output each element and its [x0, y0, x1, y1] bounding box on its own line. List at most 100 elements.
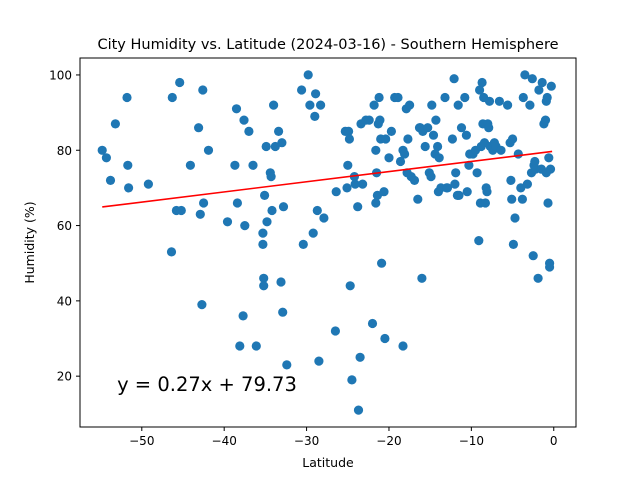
data-point	[522, 179, 533, 189]
data-point	[484, 96, 495, 106]
data-point	[374, 92, 384, 103]
data-point	[423, 123, 433, 133]
data-point	[506, 175, 516, 185]
data-point	[434, 153, 444, 163]
data-point	[534, 85, 544, 95]
data-point	[305, 100, 315, 110]
data-point	[442, 183, 453, 193]
data-point	[477, 77, 487, 88]
data-point	[195, 209, 205, 219]
regression-equation: y = 0.27x + 79.73	[117, 373, 297, 396]
data-point	[507, 194, 517, 204]
data-point	[167, 92, 177, 103]
data-point	[278, 307, 288, 317]
data-point	[508, 239, 518, 249]
data-point	[350, 179, 360, 189]
data-point	[298, 239, 308, 249]
data-point	[369, 100, 379, 110]
data-point	[276, 277, 286, 287]
data-point	[330, 326, 340, 336]
data-point	[375, 115, 385, 125]
x-axis-label: Latitude	[302, 455, 354, 470]
data-point	[377, 258, 387, 268]
data-point	[344, 134, 354, 144]
data-point	[545, 262, 555, 272]
data-point	[282, 360, 292, 370]
data-point	[248, 160, 258, 170]
data-point	[545, 164, 556, 174]
data-point	[258, 239, 268, 249]
y-axis-label: Humidity (%)	[22, 201, 37, 283]
data-point	[474, 236, 484, 246]
data-point	[527, 74, 537, 84]
data-point	[331, 187, 341, 197]
data-point	[379, 187, 389, 197]
data-point	[344, 126, 354, 136]
data-point	[353, 202, 363, 212]
plot-frame	[79, 57, 577, 428]
data-point	[314, 356, 324, 366]
data-point	[230, 160, 240, 170]
data-point	[381, 134, 391, 144]
data-point	[405, 100, 415, 110]
data-point	[450, 179, 460, 189]
data-point	[251, 341, 261, 351]
y-tick-label: 60	[57, 219, 72, 233]
data-point	[259, 273, 269, 283]
data-point	[199, 198, 209, 208]
data-point	[244, 126, 254, 136]
x-tick-label: −20	[376, 434, 401, 448]
data-point	[517, 194, 528, 204]
data-point	[440, 92, 450, 103]
y-tick-label: 80	[57, 144, 72, 158]
data-point	[274, 126, 284, 136]
data-point	[528, 251, 538, 261]
data-point	[319, 213, 329, 223]
data-point	[460, 92, 470, 103]
data-point	[364, 115, 374, 125]
data-point	[520, 70, 530, 80]
data-point	[105, 175, 116, 185]
regression-line	[102, 150, 553, 208]
data-point	[269, 100, 279, 110]
data-point	[310, 111, 320, 121]
data-point	[384, 153, 394, 163]
data-point	[464, 160, 474, 170]
points-layer	[97, 70, 556, 415]
data-point	[420, 141, 430, 152]
data-point	[451, 168, 461, 178]
data-point	[97, 145, 107, 155]
data-point	[260, 190, 270, 200]
data-point	[398, 341, 408, 351]
data-point	[258, 228, 268, 238]
data-point	[371, 198, 381, 208]
y-tick-label: 40	[57, 294, 72, 308]
data-point	[447, 134, 457, 144]
data-point	[185, 160, 195, 170]
data-point	[267, 205, 277, 216]
data-point	[261, 141, 271, 152]
data-point	[525, 100, 535, 110]
x-tick-label: 0	[550, 434, 558, 448]
data-point	[542, 92, 552, 103]
data-point	[347, 375, 357, 385]
x-tick-label: −50	[129, 434, 154, 448]
data-point	[449, 74, 459, 84]
data-point	[544, 153, 554, 163]
data-point	[238, 311, 248, 321]
data-point	[343, 160, 353, 170]
data-point	[197, 300, 207, 310]
data-point	[482, 187, 492, 197]
data-point	[203, 145, 214, 155]
data-point	[475, 85, 485, 95]
data-point	[403, 134, 413, 144]
data-point	[537, 77, 547, 88]
data-point	[235, 341, 245, 351]
data-point	[371, 145, 381, 155]
data-point	[232, 198, 242, 208]
data-point	[239, 115, 249, 125]
data-point	[503, 100, 513, 110]
data-point	[101, 153, 111, 163]
data-point	[345, 281, 355, 291]
